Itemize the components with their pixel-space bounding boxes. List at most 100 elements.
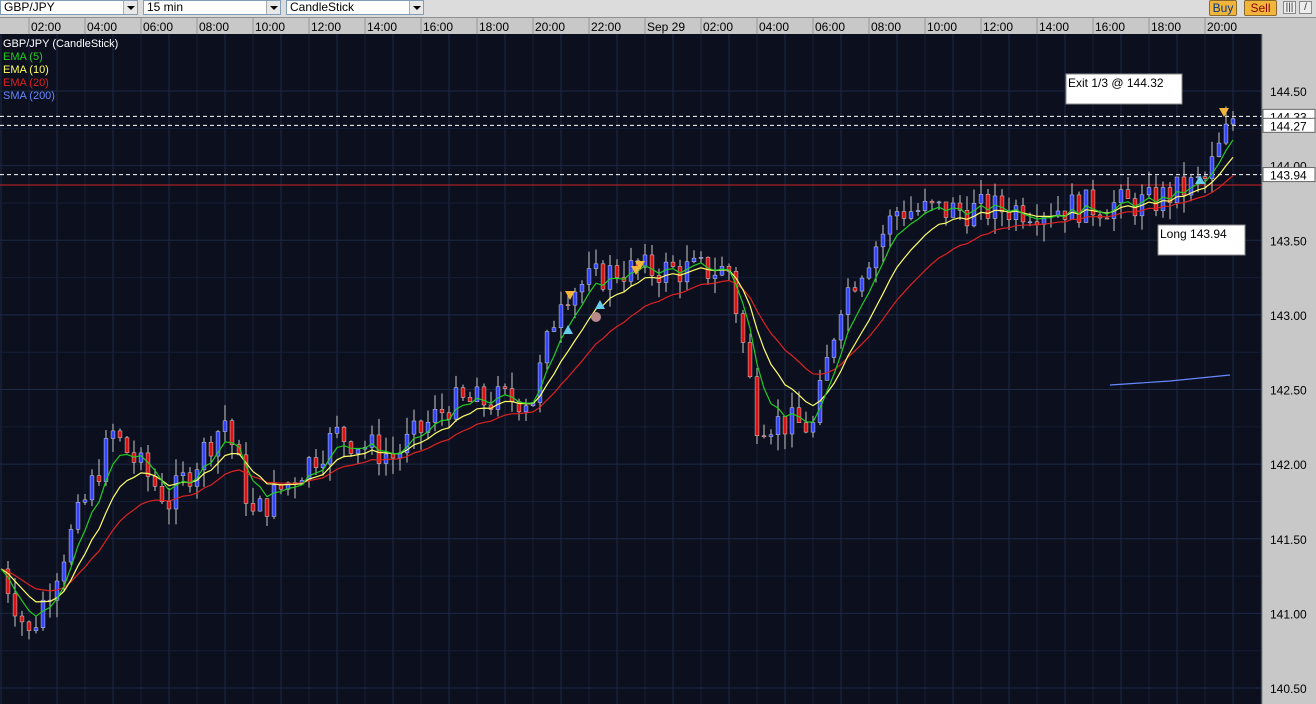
candle (215, 431, 221, 457)
candle (390, 453, 396, 459)
candle (68, 529, 74, 563)
candle (208, 442, 214, 457)
candle (733, 271, 739, 314)
candle (159, 486, 165, 502)
candle (1153, 187, 1159, 212)
candle (726, 266, 732, 272)
time-label: 18:00 (479, 20, 509, 34)
candle (712, 274, 718, 279)
candle (1090, 189, 1096, 216)
candle (236, 444, 242, 456)
chevron-down-icon[interactable] (123, 1, 137, 14)
candle (656, 275, 662, 283)
time-label: 02:00 (31, 20, 61, 34)
candle (1209, 156, 1215, 179)
candle (271, 484, 277, 517)
candle (607, 265, 613, 290)
candle (327, 433, 333, 465)
candle (61, 561, 67, 582)
candle (775, 416, 781, 435)
candle (201, 442, 207, 470)
candle (978, 194, 984, 204)
candle (929, 200, 935, 204)
candle (40, 599, 46, 628)
candle (901, 211, 907, 219)
ema-5-line (0, 139, 1234, 618)
candle (908, 211, 914, 219)
candle (579, 284, 585, 293)
price-marker-label: 143.94 (1270, 169, 1307, 183)
chart-style-value: CandleStick (290, 0, 355, 14)
candle (1125, 189, 1131, 199)
ema-10-line (0, 156, 1234, 603)
chart-settings-icon[interactable]: ||| (1283, 1, 1296, 14)
candle (96, 475, 102, 482)
candle (103, 438, 109, 482)
legend-item: GBP/JPY (CandleStick) (3, 38, 118, 50)
candle (887, 215, 893, 235)
timeframe-select[interactable]: 15 min (143, 0, 281, 15)
candle (82, 499, 88, 503)
time-label: 06:00 (815, 20, 845, 34)
candle (404, 433, 410, 454)
timeframe-value: 15 min (147, 0, 184, 14)
chevron-down-icon[interactable] (409, 1, 423, 14)
candle (852, 287, 858, 292)
buy-arrow-icon (1195, 175, 1205, 184)
time-label: 14:00 (1039, 20, 1069, 34)
entry-note[interactable]: Long 143.94 (1157, 224, 1246, 256)
sell-arrow-icon (1219, 108, 1229, 117)
indicator-legend: GBP/JPY (CandleStick)EMA (5)EMA (10)EMA … (3, 38, 118, 102)
sell-button[interactable]: Sell (1244, 0, 1277, 16)
candle (278, 484, 284, 490)
candle (663, 261, 669, 283)
candle (1216, 142, 1222, 157)
time-label: 10:00 (255, 20, 285, 34)
candle (166, 501, 172, 510)
candle (999, 195, 1005, 213)
price-marker-label: 144.27 (1270, 119, 1307, 133)
candle (425, 421, 431, 433)
candle (411, 420, 417, 435)
candle (880, 233, 886, 248)
candle (1223, 123, 1229, 144)
time-label: 14:00 (367, 20, 397, 34)
buy-arrow-icon (563, 325, 573, 334)
candle (481, 386, 487, 406)
price-axis (1262, 34, 1316, 704)
candle (1181, 176, 1187, 196)
candle (1055, 210, 1061, 217)
draw-line-icon[interactable]: / (1299, 1, 1312, 14)
price-levels (0, 115, 1262, 186)
candle (1104, 217, 1110, 220)
candle (768, 434, 774, 437)
chart-style-select[interactable]: CandleStick (286, 0, 424, 15)
candle (502, 386, 508, 389)
candle (509, 388, 515, 402)
candle (936, 201, 942, 204)
price-marker (1262, 167, 1316, 183)
chevron-down-icon[interactable] (266, 1, 280, 14)
candle (1167, 187, 1173, 204)
candle (250, 503, 256, 512)
candle (523, 405, 529, 413)
exit-note[interactable]: Exit 1/3 @ 144.32 (1065, 73, 1183, 105)
time-label: 12:00 (311, 20, 341, 34)
candle (222, 420, 228, 432)
time-label: 18:00 (1151, 20, 1181, 34)
candle (229, 420, 235, 445)
symbol-select[interactable]: GBP/JPY (0, 0, 138, 15)
candle (1118, 189, 1124, 203)
indicator-lines (0, 139, 1234, 618)
candle (313, 457, 319, 468)
time-label: 22:00 (591, 20, 621, 34)
buy-button[interactable]: Buy (1209, 0, 1237, 16)
candle (152, 476, 158, 487)
candle (257, 498, 263, 512)
candle (544, 331, 550, 364)
chart-toolbar: GBP/JPY 15 min CandleStick Buy Sell ||| … (0, 0, 1316, 18)
candle (460, 387, 466, 398)
exit-note-text: Exit 1/3 @ 144.32 (1068, 76, 1164, 90)
